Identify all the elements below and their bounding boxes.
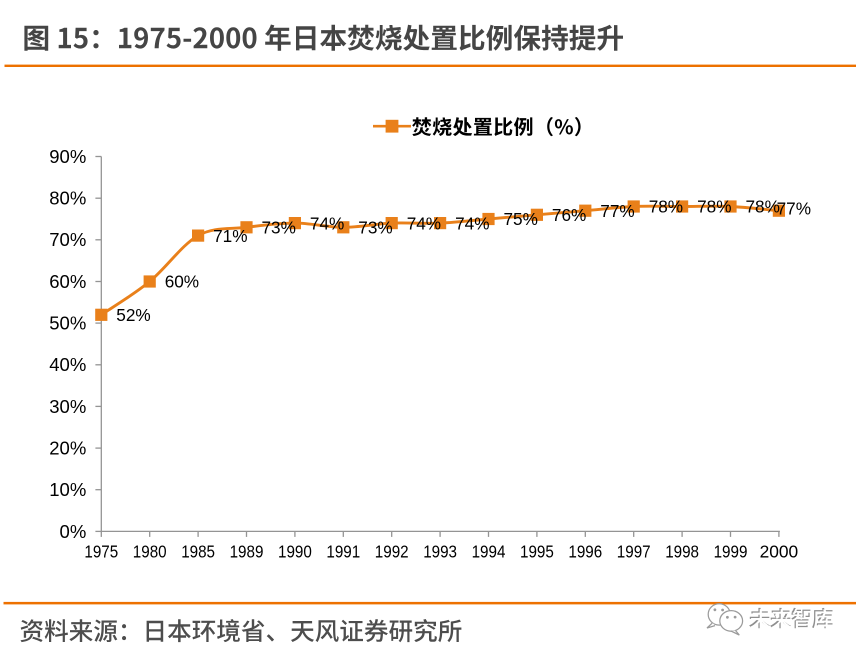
svg-text:1996: 1996 bbox=[568, 542, 602, 562]
svg-text:1975: 1975 bbox=[84, 542, 118, 562]
svg-text:1994: 1994 bbox=[472, 542, 506, 562]
svg-text:30%: 30% bbox=[49, 396, 86, 417]
svg-text:78%: 78% bbox=[649, 197, 683, 217]
svg-text:60%: 60% bbox=[165, 272, 199, 292]
svg-text:76%: 76% bbox=[552, 205, 586, 225]
svg-text:1992: 1992 bbox=[375, 542, 409, 562]
svg-text:1995: 1995 bbox=[520, 542, 554, 562]
svg-text:90%: 90% bbox=[49, 146, 86, 167]
svg-text:20%: 20% bbox=[49, 438, 86, 459]
svg-text:52%: 52% bbox=[116, 305, 150, 325]
svg-text:1997: 1997 bbox=[617, 542, 651, 562]
svg-text:73%: 73% bbox=[358, 218, 392, 238]
svg-text:1985: 1985 bbox=[181, 542, 215, 562]
svg-text:78%: 78% bbox=[697, 197, 731, 217]
svg-text:77%: 77% bbox=[600, 201, 634, 221]
svg-text:1999: 1999 bbox=[714, 542, 748, 562]
svg-text:70%: 70% bbox=[49, 229, 86, 250]
svg-text:40%: 40% bbox=[49, 354, 86, 375]
svg-text:74%: 74% bbox=[455, 213, 489, 233]
svg-text:1991: 1991 bbox=[326, 542, 360, 562]
svg-text:78%: 78% bbox=[746, 197, 780, 217]
svg-text:74%: 74% bbox=[310, 213, 344, 233]
svg-text:1980: 1980 bbox=[133, 542, 167, 562]
svg-text:1993: 1993 bbox=[423, 542, 457, 562]
svg-text:77%: 77% bbox=[777, 198, 811, 218]
svg-text:10%: 10% bbox=[49, 479, 86, 500]
svg-text:71%: 71% bbox=[213, 226, 247, 246]
svg-text:80%: 80% bbox=[49, 188, 86, 209]
svg-text:73%: 73% bbox=[262, 218, 296, 238]
svg-text:0%: 0% bbox=[60, 521, 87, 542]
svg-text:1998: 1998 bbox=[665, 542, 699, 562]
svg-text:50%: 50% bbox=[49, 313, 86, 334]
svg-text:1990: 1990 bbox=[278, 542, 312, 562]
svg-text:1989: 1989 bbox=[230, 542, 264, 562]
svg-text:60%: 60% bbox=[49, 271, 86, 292]
svg-text:74%: 74% bbox=[407, 213, 441, 233]
svg-text:75%: 75% bbox=[504, 209, 538, 229]
svg-text:2000: 2000 bbox=[760, 542, 799, 562]
